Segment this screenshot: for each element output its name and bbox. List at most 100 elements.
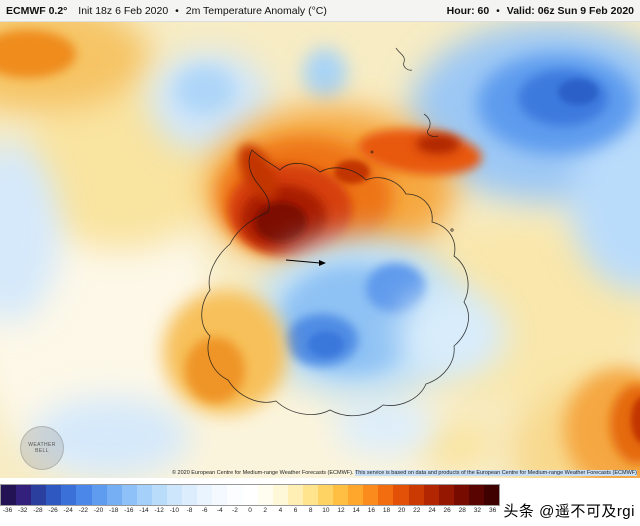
colorbar-label: -4 [216, 507, 223, 514]
copyright-part1: © 2020 European Centre for Medium-range … [171, 470, 355, 477]
colorbar-cell [393, 485, 409, 505]
colorbar-cell [468, 485, 484, 505]
hour-value: 60 [477, 4, 490, 17]
colorbar-label: -10 [169, 507, 179, 514]
colorbar-label: -32 [18, 507, 28, 514]
colorbar-cell [61, 485, 77, 505]
colorbar-cell [227, 485, 243, 505]
colorbar-cell [348, 485, 364, 505]
colorbar-cell [242, 485, 258, 505]
map-area: WEATHER BELL © 2020 European Centre for … [0, 22, 640, 478]
valid-label: Valid: [506, 4, 535, 17]
colorbar-label: 8 [308, 507, 313, 514]
station-pointer-arrow [285, 259, 326, 266]
header-right: Hour: 60 • Valid: 06z Sun 9 Feb 2020 [447, 5, 634, 17]
colorbar-cell [484, 485, 500, 505]
copyright-part2: This service is based on data and produc… [354, 470, 637, 477]
colorbar-label: 24 [428, 507, 436, 514]
coastline [201, 149, 469, 417]
colorbar-label: -14 [139, 507, 149, 514]
colorbar-cell [287, 485, 303, 505]
colorbar-label: 32 [473, 507, 482, 514]
watermark-text: 头条 @遥不可及rgi [503, 503, 635, 520]
anomaly-map-svg [0, 22, 640, 478]
colorbar-cell [333, 485, 349, 505]
colorbar-cell [453, 485, 469, 505]
colorbar-label: 20 [398, 507, 406, 514]
init-time: Init 18z 6 Feb 2020 [78, 4, 169, 17]
colorbar-label: 18 [382, 507, 391, 514]
colorbar-cell [31, 485, 47, 505]
colorbar-cell [182, 485, 198, 505]
colorbar-label: -6 [201, 507, 208, 514]
colorbar-cell [16, 485, 32, 505]
colorbar-cell [76, 485, 92, 505]
colorbar-cell [438, 485, 454, 505]
colorbar-label: 22 [413, 507, 421, 514]
colorbar-cells [0, 484, 500, 506]
weatherbell-logo-text-2: BELL [35, 448, 49, 454]
header-left: ECMWF 0.2° Init 18z 6 Feb 2020 • 2m Temp… [6, 5, 327, 17]
colorbar-label: 0 [248, 507, 252, 514]
colorbar-cell [257, 485, 273, 505]
colorbar-cell [106, 485, 122, 505]
colorbar-label: 6 [293, 507, 298, 514]
weatherbell-logo: WEATHER BELL [20, 426, 64, 470]
colorbar-cell [378, 485, 394, 505]
colorbar-label: 10 [322, 507, 330, 514]
colorbar-cell [167, 485, 183, 505]
colorbar-label: -12 [154, 507, 164, 514]
colorbar-cell [197, 485, 213, 505]
colorbar-cell [317, 485, 334, 505]
colorbar-cell [91, 485, 107, 505]
colorbar-cell [151, 485, 168, 505]
colorbar-label: 36 [488, 507, 497, 514]
header-bullet-2: • [496, 4, 500, 17]
colorbar-label: 12 [337, 507, 345, 514]
colorbar-label: -22 [78, 507, 89, 514]
colorbar-cell [1, 485, 17, 505]
colorbar-label: -36 [2, 507, 13, 514]
colorbar-cell [46, 485, 62, 505]
colorbar-label: 28 [458, 507, 466, 514]
warm-blob-bottom-right [564, 368, 640, 478]
hour-label: Hour: [446, 4, 475, 17]
colorbar-label: -26 [48, 507, 58, 514]
color-scale: -36 -32 -28 -26 -24 -22 -20 -18 -16 -14 -12 -10 -8 -6… [0, 484, 500, 514]
colorbar-label: -2 [232, 507, 238, 514]
product-name: 2m Temperature Anomaly (°C) [185, 4, 327, 17]
weatherbell-logo-text-1: WEATHER [28, 441, 56, 448]
colorbar-label: 4 [278, 507, 283, 514]
colorbar-cell [212, 485, 228, 505]
colorbar-label: 26 [443, 507, 451, 514]
colorbar-label: 14 [352, 507, 360, 514]
header-bar: ECMWF 0.2° Init 18z 6 Feb 2020 • 2m Temp… [0, 0, 640, 22]
colorbar-label: -16 [124, 507, 134, 514]
colorbar-label: 2 [263, 507, 268, 514]
colorbar-cell [423, 485, 439, 505]
colorbar-cell [272, 485, 288, 505]
colorbar-cell [408, 485, 424, 505]
cold-core-south-atlantic [175, 48, 637, 154]
colorbar-cell [302, 485, 318, 505]
warm-pocket-southwest [163, 290, 287, 414]
colorbar-label: -8 [186, 507, 193, 514]
colorbar-cell [363, 485, 379, 505]
warm-blob-top-left [0, 30, 76, 78]
valid-value: 06z Sun 9 Feb 2020 [537, 4, 634, 17]
colorbar-label: -20 [93, 507, 104, 514]
colorbar-label: -28 [33, 507, 43, 514]
island-outlines [370, 47, 454, 232]
colorbar-label: 16 [367, 507, 375, 514]
colorbar-label: -24 [63, 507, 73, 514]
continent-warm-anomaly [205, 107, 482, 267]
colorbar-cell [136, 485, 152, 505]
continent-cold-anomaly [255, 235, 507, 399]
colorbar-label: -18 [108, 507, 119, 514]
model-name: ECMWF 0.2° [6, 4, 68, 17]
header-bullet: • [175, 4, 179, 17]
colorbar-cell [121, 485, 137, 505]
colorbar-labels: -36 -32 -28 -26 -24 -22 -20 -18 -16 -14 -12 -10 -8 -6… [0, 507, 500, 514]
copyright-text: © 2020 European Centre for Medium-range … [140, 470, 637, 477]
